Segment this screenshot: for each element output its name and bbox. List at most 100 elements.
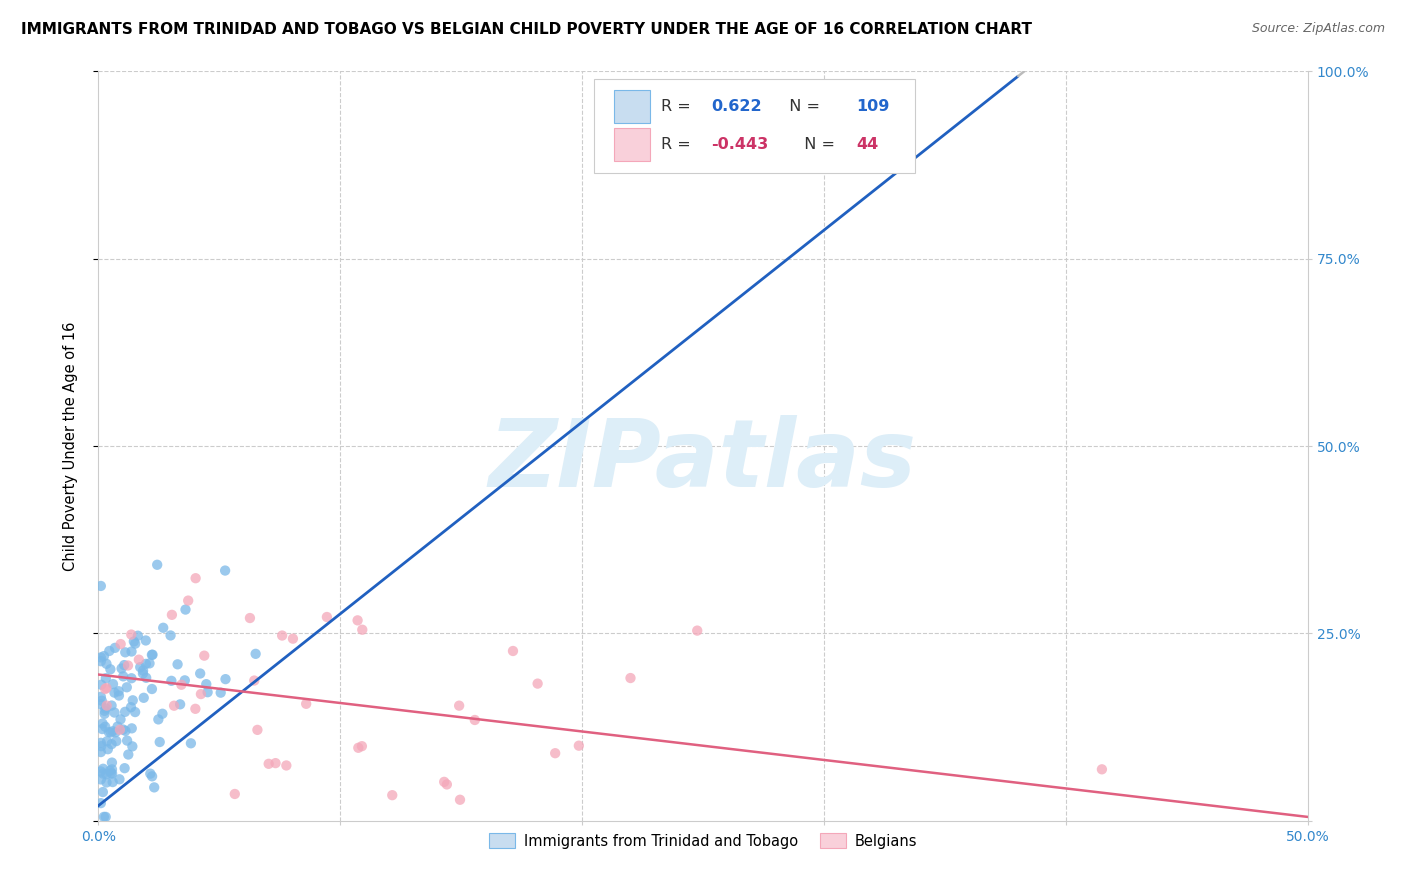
Point <box>188 666 211 681</box>
Point <box>132 664 155 678</box>
Point <box>173 673 195 688</box>
Point <box>107 720 129 734</box>
Point <box>90 698 112 712</box>
Point <box>152 621 174 635</box>
Point <box>502 644 524 658</box>
Point <box>686 624 709 638</box>
Point <box>149 735 172 749</box>
Point <box>103 706 125 720</box>
Legend: Immigrants from Trinidad and Tobago, Belgians: Immigrants from Trinidad and Tobago, Bel… <box>482 828 924 855</box>
Point <box>98 644 121 658</box>
Point <box>224 787 246 801</box>
Point <box>90 579 112 593</box>
Point <box>169 698 191 712</box>
Point <box>132 690 155 705</box>
Point <box>295 697 318 711</box>
FancyBboxPatch shape <box>613 128 650 161</box>
Point <box>117 658 139 673</box>
Text: N =: N = <box>794 137 839 153</box>
Point <box>100 737 122 751</box>
Text: IMMIGRANTS FROM TRINIDAD AND TOBAGO VS BELGIAN CHILD POVERTY UNDER THE AGE OF 16: IMMIGRANTS FROM TRINIDAD AND TOBAGO VS B… <box>21 22 1032 37</box>
Point <box>124 637 146 651</box>
Y-axis label: Child Poverty Under the Age of 16: Child Poverty Under the Age of 16 <box>63 321 77 571</box>
Point <box>544 746 567 760</box>
Point <box>114 705 136 719</box>
Point <box>174 602 197 616</box>
Point <box>91 766 114 780</box>
Point <box>101 763 124 777</box>
Point <box>91 762 114 776</box>
Point <box>135 657 157 671</box>
Point <box>160 673 183 688</box>
Point <box>93 649 115 664</box>
Point <box>100 662 122 676</box>
Point <box>101 766 124 780</box>
Point <box>121 644 143 658</box>
FancyBboxPatch shape <box>595 78 915 172</box>
Point <box>112 723 135 737</box>
Point <box>271 628 294 642</box>
Point <box>90 694 112 708</box>
Point <box>281 632 304 646</box>
Point <box>180 736 202 750</box>
Point <box>107 684 129 698</box>
Point <box>195 677 218 691</box>
Point <box>184 571 207 585</box>
Point <box>184 702 207 716</box>
Point <box>110 637 132 651</box>
Point <box>122 634 145 648</box>
Point <box>90 772 112 787</box>
Point <box>129 660 152 674</box>
Point <box>264 756 287 771</box>
Point <box>257 756 280 771</box>
Point <box>103 685 125 699</box>
Point <box>120 627 142 641</box>
Text: 0.622: 0.622 <box>711 99 762 114</box>
Point <box>94 671 117 685</box>
Point <box>114 761 136 775</box>
Point <box>115 680 138 694</box>
Point <box>127 629 149 643</box>
Point <box>96 775 118 789</box>
Point <box>128 653 150 667</box>
Text: N =: N = <box>779 99 825 114</box>
Point <box>108 723 131 737</box>
Point <box>101 677 124 691</box>
Point <box>90 796 112 810</box>
Point <box>170 678 193 692</box>
Point <box>120 700 142 714</box>
Point <box>121 722 143 736</box>
Point <box>90 678 112 692</box>
Point <box>177 593 200 607</box>
Point <box>121 739 143 754</box>
Point <box>138 657 160 671</box>
Point <box>243 673 266 688</box>
Point <box>108 772 131 787</box>
Point <box>568 739 591 753</box>
Point <box>96 734 118 748</box>
Point <box>110 661 132 675</box>
Point <box>135 633 157 648</box>
Point <box>197 685 219 699</box>
Point <box>143 780 166 795</box>
Text: R =: R = <box>661 99 696 114</box>
Point <box>433 775 456 789</box>
Point <box>146 558 169 572</box>
Point <box>96 681 118 695</box>
Point <box>96 698 118 713</box>
Point <box>160 607 183 622</box>
Point <box>124 705 146 719</box>
Point <box>159 628 181 642</box>
Point <box>90 690 112 704</box>
Point <box>190 687 212 701</box>
Point <box>110 712 132 726</box>
Point <box>100 698 122 713</box>
Point <box>94 720 117 734</box>
Point <box>449 793 471 807</box>
Point <box>239 611 262 625</box>
Point <box>141 648 163 662</box>
Point <box>464 713 486 727</box>
FancyBboxPatch shape <box>613 90 650 123</box>
Point <box>104 640 127 655</box>
Point <box>245 647 267 661</box>
